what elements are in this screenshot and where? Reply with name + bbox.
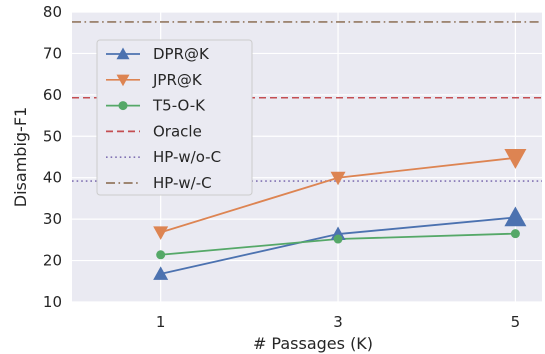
y-tick-label: 60 (43, 86, 62, 104)
x-axis-label: # Passages (K) (253, 334, 373, 353)
legend-marker-jpr-k (116, 74, 130, 87)
x-tick-label: 1 (156, 313, 166, 331)
y-tick-label: 10 (43, 293, 62, 311)
legend-label-jpr-k: JPR@K (152, 71, 203, 89)
legend: DPR@K JPR@K T5-O-K Oracle HP-w/o-C HP-w/-C (96, 39, 253, 196)
y-tick-label: 50 (43, 127, 62, 145)
data-point-dpr-k (153, 266, 169, 280)
x-tick-labels: 1 3 5 (156, 313, 520, 331)
data-point-t5-o-k (510, 229, 520, 239)
legend-marker-t5-o-k (118, 101, 128, 111)
x-tick-label: 5 (511, 313, 521, 331)
y-tick-label: 80 (43, 3, 62, 21)
legend-label-oracle: Oracle (153, 122, 202, 140)
legend-label-dpr-k: DPR@K (153, 45, 210, 63)
legend-label-hp-w-o-c: HP-w/o-C (153, 148, 221, 166)
series-markers (153, 149, 527, 280)
legend-label-t5-o-k: T5-O-K (152, 97, 206, 115)
y-axis-label: Disambig-F1 (11, 107, 30, 207)
y-tick-label: 20 (43, 252, 62, 270)
data-point-jpr-k (330, 171, 346, 186)
x-tick-label: 3 (333, 313, 343, 331)
y-tick-label: 70 (43, 44, 62, 62)
data-point-t5-o-k (333, 234, 343, 244)
legend-marker-dpr-k (116, 47, 130, 60)
data-point-t5-o-k (156, 250, 166, 260)
legend-frame (96, 39, 253, 196)
legend-label-hp-w-c: HP-w/-C (153, 174, 212, 192)
data-point-jpr-k (504, 149, 527, 169)
data-point-dpr-k (504, 206, 527, 227)
y-tick-label: 40 (43, 169, 62, 187)
data-point-jpr-k (153, 226, 169, 240)
y-tick-label: 30 (43, 210, 62, 228)
y-tick-labels: 10 20 30 40 50 60 70 80 (43, 3, 62, 311)
